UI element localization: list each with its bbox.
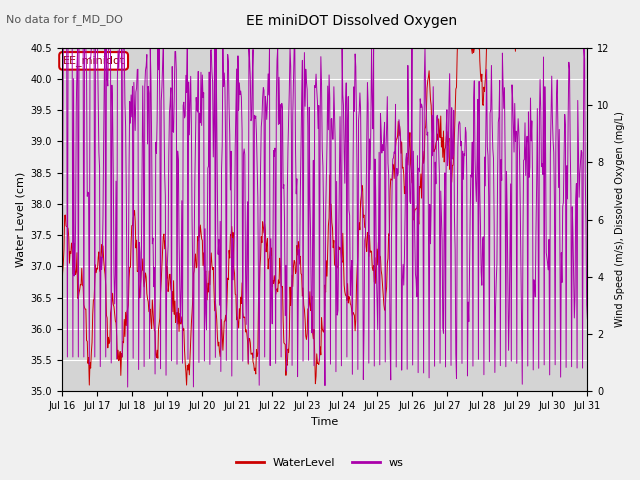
Text: EE miniDOT Dissolved Oxygen: EE miniDOT Dissolved Oxygen (246, 14, 458, 28)
Text: EE_minidot: EE_minidot (63, 55, 125, 66)
Y-axis label: Wind Speed (m/s), Dissolved Oxygen (mg/L): Wind Speed (m/s), Dissolved Oxygen (mg/L… (615, 112, 625, 327)
X-axis label: Time: Time (311, 417, 339, 427)
Legend: WaterLevel, ws: WaterLevel, ws (232, 453, 408, 472)
Text: No data for f_MD_DO: No data for f_MD_DO (6, 14, 124, 25)
Y-axis label: Water Level (cm): Water Level (cm) (15, 172, 25, 267)
